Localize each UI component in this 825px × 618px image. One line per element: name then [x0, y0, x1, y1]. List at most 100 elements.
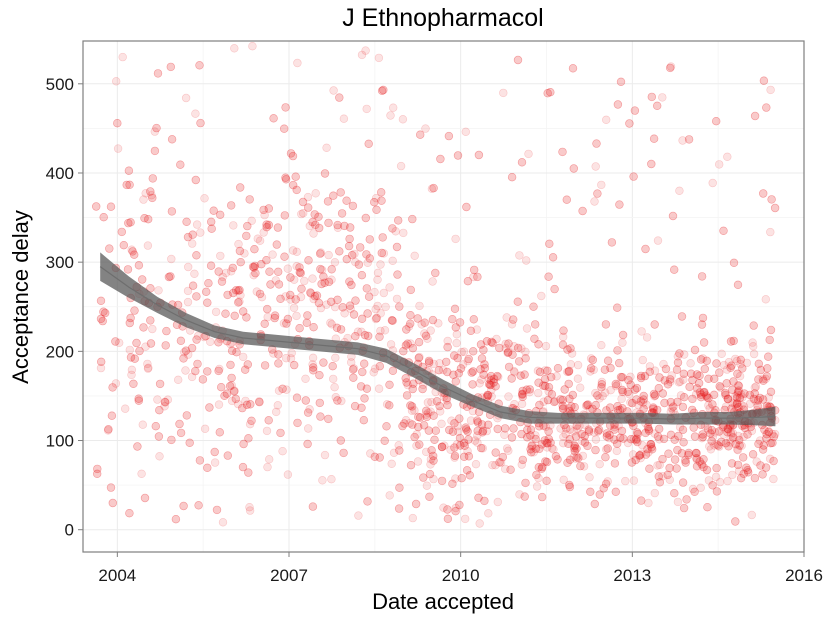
data-point: [546, 438, 555, 447]
data-point: [665, 63, 675, 73]
data-point: [286, 273, 295, 282]
data-point: [276, 428, 285, 438]
data-point: [127, 370, 136, 380]
data-point: [140, 214, 149, 223]
data-point: [665, 375, 675, 384]
data-point: [504, 362, 514, 372]
data-point: [282, 319, 291, 328]
data-point: [681, 456, 690, 465]
data-point: [377, 86, 387, 96]
data-point: [655, 478, 665, 487]
data-point: [424, 426, 433, 435]
data-point: [107, 411, 117, 420]
data-point: [264, 416, 273, 425]
data-point: [522, 324, 532, 333]
data-point: [699, 338, 709, 347]
data-point: [179, 501, 188, 511]
data-point: [426, 407, 435, 416]
data-point: [418, 384, 427, 394]
data-point: [395, 446, 404, 455]
data-point: [510, 368, 519, 377]
data-point: [573, 360, 583, 370]
data-point: [143, 241, 153, 250]
data-point: [732, 399, 741, 408]
data-point: [231, 286, 241, 295]
data-point: [534, 463, 543, 472]
data-point: [281, 292, 290, 301]
data-point: [382, 422, 391, 431]
data-point: [429, 183, 438, 193]
data-point: [535, 367, 545, 377]
data-point: [738, 393, 747, 402]
data-point: [593, 189, 602, 198]
data-point: [450, 351, 459, 360]
data-point: [434, 366, 444, 375]
data-point: [330, 383, 339, 392]
data-point: [653, 236, 663, 245]
data-point: [475, 519, 484, 528]
data-point: [140, 214, 149, 223]
data-point: [474, 493, 483, 502]
data-point: [347, 358, 356, 367]
data-point: [708, 400, 717, 409]
data-point: [286, 290, 295, 300]
data-point: [176, 336, 186, 345]
data-point: [395, 483, 404, 492]
data-point: [570, 441, 579, 451]
data-point: [649, 403, 658, 412]
data-point: [125, 509, 134, 518]
data-point: [249, 263, 259, 272]
data-point: [363, 258, 372, 267]
data-point: [570, 444, 579, 453]
data-point: [728, 398, 737, 408]
data-point: [327, 297, 336, 306]
data-point: [517, 460, 526, 469]
data-point: [345, 234, 354, 244]
data-point: [406, 319, 415, 328]
data-point: [591, 435, 601, 444]
data-point: [617, 426, 627, 436]
data-point: [613, 346, 622, 355]
data-point: [448, 315, 457, 324]
data-point: [272, 407, 281, 417]
data-point: [556, 395, 565, 404]
data-point: [611, 487, 620, 496]
data-point: [108, 383, 117, 392]
data-point: [493, 497, 502, 507]
data-point: [703, 425, 713, 434]
data-point: [377, 188, 386, 197]
data-point: [623, 387, 632, 397]
data-point: [403, 339, 412, 348]
data-point: [228, 263, 238, 273]
data-point: [108, 498, 118, 508]
data-point: [521, 256, 531, 265]
data-point: [166, 62, 176, 72]
data-point: [707, 436, 716, 446]
data-point: [320, 169, 330, 178]
data-point: [514, 357, 524, 366]
data-point: [120, 404, 130, 413]
data-point: [699, 455, 708, 464]
data-point: [666, 397, 675, 407]
data-point: [317, 279, 326, 289]
data-point: [443, 505, 452, 514]
data-point: [164, 272, 174, 282]
data-point: [276, 428, 285, 438]
data-point: [728, 433, 738, 442]
data-point: [426, 455, 436, 464]
data-point: [417, 320, 426, 329]
data-point: [239, 439, 248, 449]
data-point: [395, 302, 404, 311]
data-point: [415, 440, 424, 449]
data-point: [500, 424, 510, 433]
data-point: [601, 320, 611, 329]
data-point: [146, 187, 155, 196]
data-point: [192, 251, 201, 260]
data-point: [564, 439, 573, 448]
data-point: [274, 267, 283, 276]
data-point: [414, 412, 423, 422]
data-point: [468, 367, 478, 376]
data-point: [203, 298, 212, 307]
data-point: [756, 365, 765, 375]
data-point: [193, 359, 202, 369]
